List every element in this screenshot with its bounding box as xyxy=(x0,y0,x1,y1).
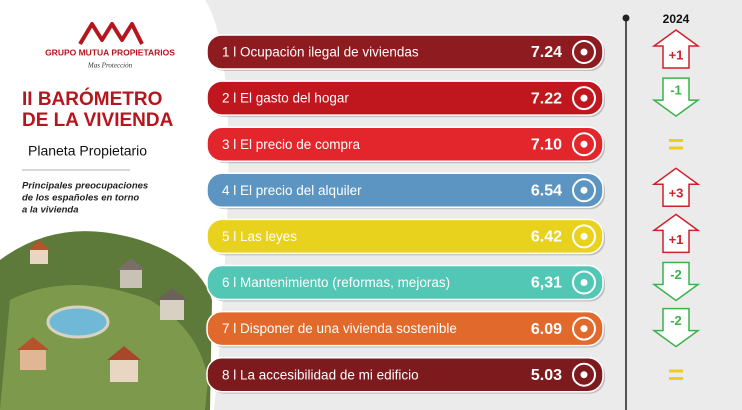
illustration xyxy=(0,231,212,410)
change-label: +3 xyxy=(669,186,684,201)
row-icon xyxy=(572,270,596,295)
change-arrow-down xyxy=(651,261,701,302)
row-icon-dot xyxy=(580,325,588,333)
row-value: 7.10 xyxy=(531,136,562,153)
logo-tagline: Mas Protección xyxy=(87,62,133,70)
timeline-dot xyxy=(622,14,630,22)
row-icon xyxy=(572,316,596,341)
row-icon xyxy=(572,40,596,64)
logo-mark xyxy=(78,22,144,46)
row-icon-dot xyxy=(580,94,588,102)
change-label: -2 xyxy=(670,313,682,328)
row-label: 2 l El gasto del hogar xyxy=(222,91,349,106)
row-label: 6 l Mantenimiento (reformas, mejoras) xyxy=(222,275,450,290)
row-value: 5.03 xyxy=(531,367,562,384)
title: II BARÓMETRO xyxy=(22,88,162,110)
row-value: 7.22 xyxy=(531,90,562,107)
row-icon-dot xyxy=(580,140,588,148)
change-label: +1 xyxy=(669,232,684,247)
row-value: 7.24 xyxy=(531,44,562,61)
row-icon-dot xyxy=(580,48,588,56)
change-arrow-down xyxy=(651,77,701,118)
year: 2024 xyxy=(663,12,690,26)
bar xyxy=(206,356,604,393)
bar xyxy=(206,126,604,162)
row-icon-dot xyxy=(580,186,588,194)
row-icon xyxy=(572,86,596,111)
row-value: 6.42 xyxy=(531,229,562,246)
row-value: 6,31 xyxy=(531,275,562,292)
row-icon xyxy=(572,178,596,203)
bar xyxy=(206,264,604,301)
bar xyxy=(206,34,604,70)
bar xyxy=(206,310,604,347)
bar xyxy=(206,172,604,209)
description-line: de los españoles en torno xyxy=(22,193,139,204)
row-value: 6.09 xyxy=(531,321,562,338)
title: DE LA VIVIENDA xyxy=(22,110,174,131)
change-arrow-up xyxy=(651,167,701,208)
change-arrow-up xyxy=(651,29,701,69)
row-icon xyxy=(572,224,596,249)
row-label: 3 l El precio de compra xyxy=(222,137,361,152)
description-line: Principales preocupaciones xyxy=(22,181,148,192)
row-label: 1 l Ocupación ilegal de viviendas xyxy=(222,45,419,60)
bar xyxy=(206,80,604,116)
row-icon-dot xyxy=(580,371,588,379)
change-arrow-up xyxy=(651,213,701,254)
change-label: -2 xyxy=(670,267,682,282)
row-icon-dot xyxy=(580,279,588,286)
row-icon xyxy=(572,132,596,157)
row-icon-dot xyxy=(580,232,588,240)
bar xyxy=(206,218,604,255)
rows: 1 l Ocupación ilegal de viviendas 7.24 +1 2… xyxy=(206,29,701,394)
logo-name: GRUPO MUTUA PROPIETARIOS xyxy=(45,47,175,57)
change-label: = xyxy=(668,359,684,390)
row-icon xyxy=(572,362,596,387)
row-value: 6.54 xyxy=(531,183,562,200)
row-label: 8 l La accesibilidad de mi edificio xyxy=(222,367,419,382)
description-line: a la vivienda xyxy=(22,205,79,216)
change-arrow-down xyxy=(651,307,701,348)
change-label: +1 xyxy=(669,47,684,62)
change-label: = xyxy=(668,129,684,160)
row-label: 5 l Las leyes xyxy=(222,229,297,244)
change-label: -1 xyxy=(670,83,682,98)
row-label: 4 l El precio del alquiler xyxy=(222,183,362,198)
row-label: 7 l Disponer de una vivienda sostenible xyxy=(222,321,457,336)
subtitle: Planeta Propietario xyxy=(28,143,147,159)
